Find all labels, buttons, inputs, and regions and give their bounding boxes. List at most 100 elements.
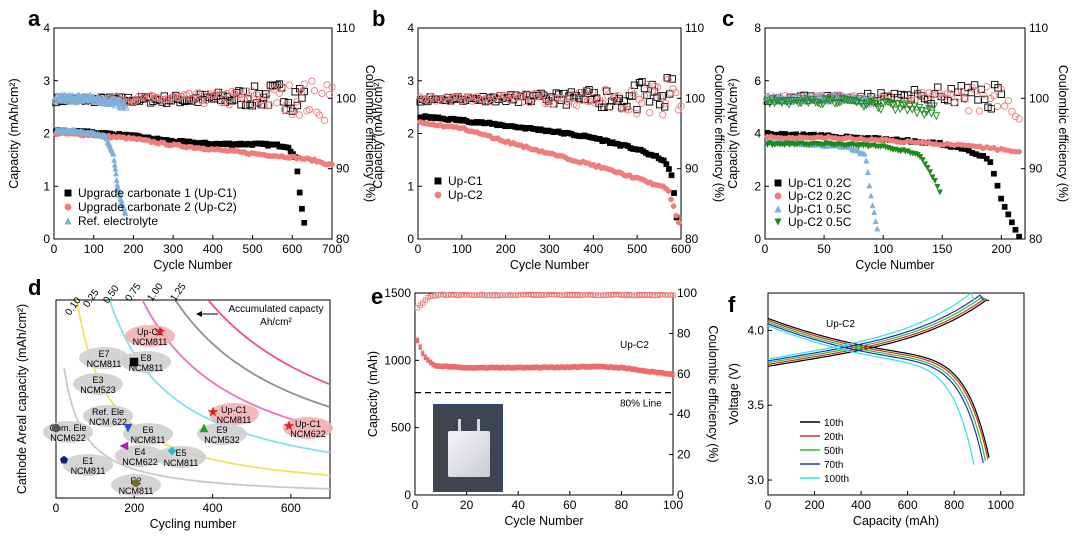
legend-label: Upgrade carbonate 2 (Up-C2) — [78, 200, 237, 214]
ce-point — [961, 95, 969, 103]
capacity-point — [640, 367, 644, 374]
capacity-point — [475, 364, 479, 371]
contour-line — [108, 300, 330, 454]
ce-point — [980, 95, 989, 104]
y2-tick-label: 90 — [685, 162, 699, 176]
ce-point — [674, 106, 683, 114]
capacity-point — [110, 150, 117, 157]
point-bubble — [73, 373, 123, 395]
legend-marker — [774, 205, 782, 213]
ce-point — [121, 102, 130, 111]
legend-marker — [64, 203, 72, 211]
point-label-line-1: Ref. Ele — [92, 407, 124, 417]
x-axis-label: Cycle Number — [510, 258, 589, 272]
ce-point — [285, 81, 293, 89]
point-label-line-1: E1 — [82, 456, 93, 466]
ce-point — [598, 103, 606, 111]
capacity-point — [537, 364, 541, 371]
x-tick-label: 400 — [583, 242, 603, 256]
capacity-point — [919, 157, 926, 164]
capacity-point — [599, 363, 603, 370]
capacity-point — [604, 364, 608, 370]
legend-label: Upgrade carbonate 1 (Up-C1) — [78, 186, 237, 200]
legend-label: 10th — [824, 418, 843, 429]
ce-point — [300, 80, 309, 88]
x-tick-label: 800 — [944, 498, 964, 512]
legend-label: Up-C1 — [448, 174, 483, 188]
charge-curve — [767, 297, 989, 366]
capacity-point — [869, 202, 876, 209]
ce-point — [562, 101, 571, 109]
x-tick-label: 100 — [452, 242, 472, 256]
y-tick-label: 4 — [754, 127, 761, 141]
ce-point — [453, 93, 461, 101]
capacity-point — [934, 183, 941, 190]
contour-level-label: 0.10 — [63, 295, 83, 318]
ce-point — [950, 99, 959, 107]
ce-point — [997, 90, 1006, 98]
point-marker — [129, 357, 139, 367]
ce-point — [604, 92, 612, 101]
x-tick-label: 600 — [281, 501, 301, 515]
capacity-point — [568, 364, 572, 371]
capacity-point — [927, 169, 934, 176]
capacity-point — [299, 205, 305, 212]
legend-label: 70th — [824, 460, 843, 471]
y-tick-label: 3.5 — [747, 398, 764, 412]
ce-point — [250, 99, 258, 107]
capacity-point — [668, 196, 674, 203]
ce-point — [954, 93, 962, 101]
charge-curve — [767, 299, 990, 367]
point-marker — [119, 441, 129, 451]
capacity-point — [501, 364, 505, 371]
ce-point — [463, 93, 471, 101]
capacity-point — [606, 364, 611, 371]
capacity-point — [612, 364, 616, 371]
y2-tick-label: 0 — [677, 488, 684, 502]
ce-point — [162, 95, 171, 103]
ce-point — [903, 106, 912, 115]
capacity-point — [622, 365, 626, 371]
plot-frame — [55, 299, 331, 499]
capacity-point — [578, 364, 582, 370]
ce-point — [852, 98, 861, 107]
x-tick-label: 40 — [512, 498, 526, 512]
capacity-point — [583, 364, 587, 370]
y-tick-label: 3 — [407, 74, 414, 88]
ce-point — [248, 86, 256, 95]
x-tick-label: 50 — [817, 242, 831, 256]
legend-marker — [434, 177, 442, 185]
charge-curve — [767, 294, 984, 362]
x-tick-label: 0 — [415, 242, 422, 256]
ce-point — [328, 83, 336, 91]
ce-point — [646, 109, 654, 117]
legend-label: 20th — [824, 432, 843, 443]
capacity-point — [444, 363, 448, 369]
x-tick-label: 700 — [322, 242, 342, 256]
ce-point — [273, 99, 281, 107]
capacity-point — [655, 369, 660, 376]
contour-line — [63, 367, 330, 490]
ce-point — [157, 96, 166, 104]
point-bubble — [121, 351, 171, 373]
capacity-point — [983, 155, 990, 162]
x-axis-label: Cycling number — [150, 517, 237, 531]
capacity-point — [415, 337, 420, 344]
panel-e: 0 20 40 60 80 100050010001500020406080100Cycl… — [366, 284, 720, 528]
ce-point — [818, 92, 827, 101]
ce-point — [599, 99, 607, 107]
ce-point — [217, 99, 226, 107]
y2-axis-label: Coulombic efficiency (%) — [706, 325, 720, 462]
plot-frame — [767, 292, 1025, 496]
capacity-point — [596, 363, 600, 370]
ce-point — [567, 90, 576, 99]
ce-point — [432, 97, 440, 105]
capacity-point — [635, 366, 639, 373]
ce-point — [450, 93, 458, 101]
y-tick-label: 8 — [754, 21, 761, 35]
ce-point — [983, 83, 991, 91]
ce-point — [917, 106, 926, 115]
